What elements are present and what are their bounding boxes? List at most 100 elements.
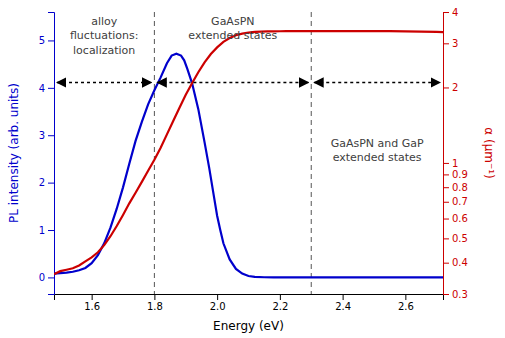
tick-mark <box>443 202 449 203</box>
tick: 0 <box>39 272 54 283</box>
tick-mark <box>443 263 449 264</box>
series-line <box>54 31 443 274</box>
tick-label: 5 <box>39 35 45 46</box>
tick-mark <box>443 174 449 175</box>
vline <box>154 12 155 294</box>
tick-label: 2.2 <box>272 301 288 312</box>
tick-label: 1.8 <box>147 301 163 312</box>
region-arrow <box>157 82 308 84</box>
tick-mark <box>48 277 54 278</box>
tick-mark <box>48 88 54 89</box>
plot-area <box>54 12 443 294</box>
tick: 3 <box>39 130 54 141</box>
tick-label: 4 <box>452 7 458 18</box>
tick-mark <box>48 40 54 41</box>
tick: 1 <box>39 225 54 236</box>
axis-line <box>444 13 450 295</box>
annotation-line: fluctuations: <box>70 29 138 42</box>
y-axis: 0 1 2 3 4 5 <box>39 13 55 295</box>
tick-label: 0.7 <box>452 196 468 207</box>
tick: 0.3 <box>443 289 468 300</box>
plot: 1.61.82.02.22.42.60123450.30.40.50.60.70… <box>7 7 496 333</box>
annotation: alloyfluctuations: localization <box>70 15 138 57</box>
y2-axis-title: α (μm⁻¹) <box>482 127 496 179</box>
tick-label: 0 <box>39 272 45 283</box>
tick-label: 1 <box>39 225 45 236</box>
tick: 2 <box>443 82 458 93</box>
tick-label: 0.9 <box>452 169 468 180</box>
tick: 2 <box>39 177 54 188</box>
tick-mark <box>443 87 449 88</box>
tick-label: 3 <box>39 130 45 141</box>
tick-mark <box>443 238 449 239</box>
tick-mark <box>443 294 449 295</box>
series-line <box>54 54 443 278</box>
tick: 5 <box>39 35 54 46</box>
chart: 1.61.82.02.22.42.60123450.30.40.50.60.70… <box>0 0 505 338</box>
tick-mark <box>48 183 54 184</box>
annotation-line: GaAsPN <box>211 15 254 28</box>
tick-label: 0.5 <box>452 233 468 244</box>
tick-label: 2 <box>452 82 458 93</box>
tick-mark <box>48 135 54 136</box>
tick-mark <box>443 163 449 164</box>
tick-label: 2.0 <box>210 301 226 312</box>
tick: 2.2 <box>272 294 288 312</box>
tick-label: 4 <box>39 83 45 94</box>
tick-mark <box>443 12 449 13</box>
axis-line <box>55 295 444 301</box>
axis-line <box>48 13 55 295</box>
annotation-line: extended states <box>188 29 277 42</box>
annotation-line: localization <box>73 44 135 57</box>
region-arrow <box>57 82 151 84</box>
tick-mark <box>280 294 281 300</box>
tick: 0.8 <box>443 182 468 193</box>
tick-mark <box>443 43 449 44</box>
tick-mark <box>443 219 449 220</box>
vline <box>311 12 312 294</box>
tick-label: 2 <box>39 177 45 188</box>
tick: 2.0 <box>210 294 226 312</box>
tick-mark <box>343 294 344 300</box>
tick: 0.6 <box>443 213 468 224</box>
tick: 0.4 <box>443 257 468 268</box>
tick-label: 0.6 <box>452 213 468 224</box>
tick-label: 0.3 <box>452 289 468 300</box>
annotations: alloyfluctuations:localizationGaAsPNexte… <box>70 15 424 164</box>
tick: 4 <box>443 7 458 18</box>
tick: 1.6 <box>84 294 100 312</box>
tick-label: 1 <box>452 158 458 169</box>
annotation-line: alloy <box>91 15 118 28</box>
tick-label: 1.6 <box>84 301 100 312</box>
tick: 0.7 <box>443 196 468 207</box>
tick-label: 2.6 <box>398 301 414 312</box>
tick-label: 0.4 <box>452 257 468 268</box>
x-axis: 1.6 1.8 2.0 2.2 2.4 2.6 <box>55 294 444 312</box>
y2-axis: 0.3 0.4 0.5 0.6 0.7 0.8 0.91 2 3 4 <box>443 7 468 300</box>
tick: 3 <box>443 38 458 49</box>
region-arrows <box>57 82 440 83</box>
annotation: GaAsPN and GaPextended states <box>331 137 424 164</box>
tick-mark <box>443 187 449 188</box>
tick: 2.4 <box>335 294 351 312</box>
tick-label: 0.8 <box>452 182 468 193</box>
annotation-line: extended states <box>333 151 422 164</box>
tick-mark <box>217 294 218 300</box>
annotation-line: GaAsPN and GaP <box>331 137 424 150</box>
x-axis-title: Energy (eV) <box>213 319 284 333</box>
region-arrow <box>314 82 440 84</box>
tick-mark <box>48 230 54 231</box>
tick-mark <box>154 294 155 300</box>
tick-label: 2.4 <box>335 301 351 312</box>
tick: 4 <box>39 83 54 94</box>
tick: 1.8 <box>147 294 163 312</box>
tick: 1 <box>443 158 458 169</box>
tick-mark <box>92 294 93 300</box>
tick: 2.6 <box>398 294 414 312</box>
annotation: GaAsPNextended states <box>188 15 277 42</box>
tick: 0.5 <box>443 233 468 244</box>
y-axis-title: PL intensity (arb. units) <box>7 83 21 223</box>
tick-label: 3 <box>452 38 458 49</box>
tick: 0.9 <box>443 169 468 180</box>
tick-mark <box>405 294 406 300</box>
